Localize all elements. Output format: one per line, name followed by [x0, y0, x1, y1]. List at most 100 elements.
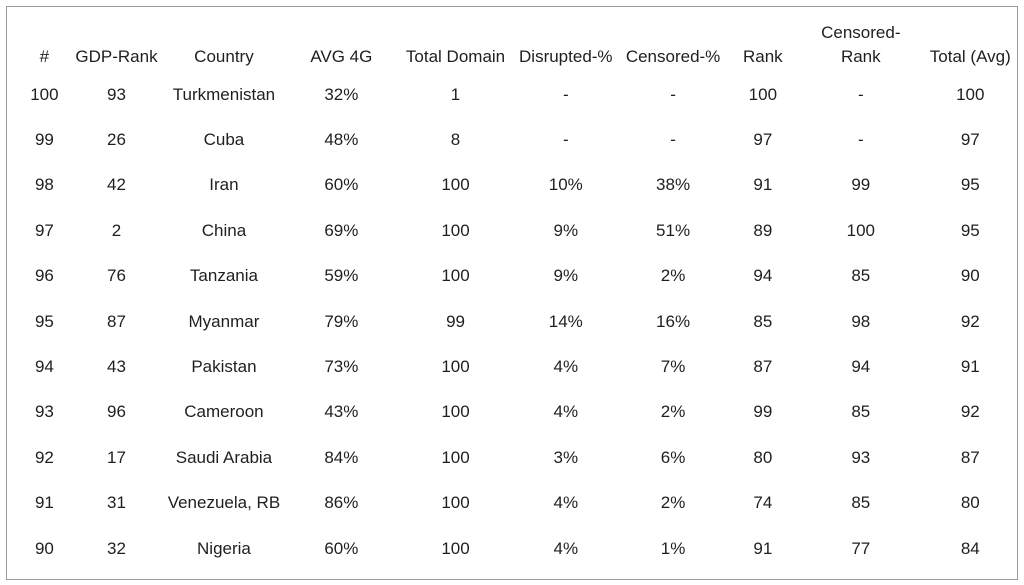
- cell-disrupted-pct: 9%: [553, 220, 579, 240]
- cell-total-domain: 100: [441, 175, 470, 195]
- table-row: 100 93 Turkmenistan 32% 1 - - 100 - 100: [19, 72, 1017, 117]
- cell-number: 91: [34, 493, 54, 513]
- cell-country: Tanzania: [189, 266, 258, 286]
- cell-avg-4g: 79%: [324, 311, 359, 331]
- cell-number: 97: [34, 220, 54, 240]
- table-header: # GDP-Rank Country AVG 4G Total Domain Disrup…: [19, 12, 1017, 72]
- cell-avg-4g: 60%: [324, 538, 359, 558]
- cell-total-avg: 100: [956, 84, 985, 104]
- cell-gdp-rank: 31: [107, 493, 126, 513]
- cell-censored-pct: 16%: [656, 311, 691, 331]
- censorship-ranking-table: # GDP-Rank Country AVG 4G Total Domain Disrup…: [19, 12, 1017, 571]
- cell-censored-rank: -: [857, 84, 864, 104]
- cell-disrupted-pct: 14%: [548, 311, 583, 331]
- cell-disrupted-pct: 9%: [553, 266, 579, 286]
- cell-censored-pct: 7%: [660, 357, 686, 377]
- cell-total-domain: 100: [441, 266, 470, 286]
- cell-number: 99: [34, 130, 54, 150]
- cell-censored-rank: 99: [851, 175, 871, 195]
- cell-censored-pct: 2%: [660, 402, 686, 422]
- cell-censored-rank: 85: [851, 493, 871, 513]
- cell-number: 98: [34, 175, 54, 195]
- cell-total-avg: 80: [960, 493, 980, 513]
- cell-disrupted-pct: 3%: [553, 447, 579, 467]
- cell-censored-pct: 51%: [656, 220, 691, 240]
- cell-censored-rank: 77: [851, 538, 871, 558]
- cell-avg-4g: 84%: [324, 447, 359, 467]
- cell-disrupted-pct: 10%: [548, 175, 583, 195]
- cell-total-avg: 92: [960, 311, 980, 331]
- cell-number: 92: [34, 447, 54, 467]
- cell-avg-4g: 43%: [324, 402, 359, 422]
- cell-censored-rank: 85: [851, 266, 871, 286]
- cell-country: Saudi Arabia: [175, 447, 273, 467]
- cell-censored-pct: 1%: [660, 538, 686, 558]
- cell-country: Iran: [209, 175, 239, 195]
- cell-censored-pct: -: [670, 84, 676, 104]
- cell-country: Venezuela, RB: [167, 493, 281, 513]
- table-row: 92 17 Saudi Arabia 84% 100 3% 6% 80 93 87: [19, 435, 1017, 480]
- cell-total-avg: 91: [960, 357, 980, 377]
- cell-gdp-rank: 17: [107, 447, 126, 467]
- table-row: 94 43 Pakistan 73% 100 4% 7% 87 94 91: [19, 344, 1017, 389]
- cell-country: Turkmenistan: [172, 84, 276, 104]
- cell-disrupted-pct: -: [562, 130, 569, 150]
- cell-gdp-rank: 2: [111, 220, 122, 240]
- table-row: 90 32 Nigeria 60% 100 4% 1% 91 77 84: [19, 526, 1017, 571]
- cell-number: 94: [34, 357, 54, 377]
- cell-total-avg: 97: [960, 130, 980, 150]
- cell-total-domain: 1: [450, 84, 461, 104]
- cell-country: Myanmar: [188, 311, 260, 331]
- cell-total-domain: 100: [441, 493, 470, 513]
- cell-country: Cuba: [203, 130, 245, 150]
- header-gdp-rank: GDP-Rank: [75, 47, 158, 66]
- cell-disrupted-pct: 4%: [553, 357, 579, 377]
- header-censored-rank: Censored- Rank: [821, 23, 901, 66]
- cell-rank: 89: [753, 220, 773, 240]
- cell-avg-4g: 73%: [324, 357, 359, 377]
- cell-censored-rank: 93: [851, 447, 871, 467]
- header-avg-4g: AVG 4G: [310, 47, 373, 66]
- cell-rank: 91: [753, 538, 773, 558]
- cell-censored-rank: 94: [851, 357, 871, 377]
- header-censored-pct: Censored-%: [625, 47, 721, 66]
- header-total-avg: Total (Avg): [929, 47, 1011, 66]
- cell-number: 93: [34, 402, 54, 422]
- header-rank: Rank: [743, 47, 783, 66]
- cell-total-domain: 100: [441, 357, 470, 377]
- cell-gdp-rank: 42: [107, 175, 126, 195]
- cell-rank: 100: [748, 84, 778, 104]
- cell-gdp-rank: 32: [107, 538, 126, 558]
- cell-gdp-rank: 43: [107, 357, 126, 377]
- table-row: 93 96 Cameroon 43% 100 4% 2% 99 85 92: [19, 390, 1017, 435]
- table-row: 95 87 Myanmar 79% 99 14% 16% 85 98 92: [19, 299, 1017, 344]
- cell-total-domain: 100: [441, 447, 470, 467]
- table-row: 99 26 Cuba 48% 8 - - 97 - 97: [19, 117, 1017, 162]
- table-row: 96 76 Tanzania 59% 100 9% 2% 94 85 90: [19, 254, 1017, 299]
- cell-rank: 74: [753, 493, 773, 513]
- table-row: 98 42 Iran 60% 100 10% 38% 91 99 95: [19, 163, 1017, 208]
- cell-censored-rank: 98: [851, 311, 871, 331]
- cell-avg-4g: 60%: [324, 175, 359, 195]
- cell-censored-rank: 100: [846, 220, 875, 240]
- cell-country: Cameroon: [184, 402, 264, 422]
- table-row: 91 31 Venezuela, RB 86% 100 4% 2% 74 85 80: [19, 481, 1017, 526]
- cell-censored-pct: 2%: [660, 493, 686, 513]
- cell-disrupted-pct: 4%: [553, 493, 579, 513]
- cell-censored-pct: 2%: [660, 266, 686, 286]
- cell-rank: 85: [753, 311, 773, 331]
- cell-gdp-rank: 96: [107, 402, 126, 422]
- cell-gdp-rank: 87: [107, 311, 126, 331]
- cell-rank: 99: [753, 402, 773, 422]
- cell-total-avg: 90: [960, 266, 980, 286]
- header-total-domain: Total Domain: [405, 47, 506, 66]
- header-disrupted-pct: Disrupted-%: [519, 47, 613, 66]
- table-row: 97 2 China 69% 100 9% 51% 89 100 95: [19, 208, 1017, 253]
- cell-country: China: [201, 220, 247, 240]
- cell-disrupted-pct: 4%: [553, 538, 579, 558]
- header-number: #: [39, 47, 50, 66]
- cell-avg-4g: 86%: [324, 493, 359, 513]
- cell-rank: 94: [753, 266, 773, 286]
- cell-total-domain: 100: [441, 402, 470, 422]
- cell-censored-pct: -: [670, 130, 676, 150]
